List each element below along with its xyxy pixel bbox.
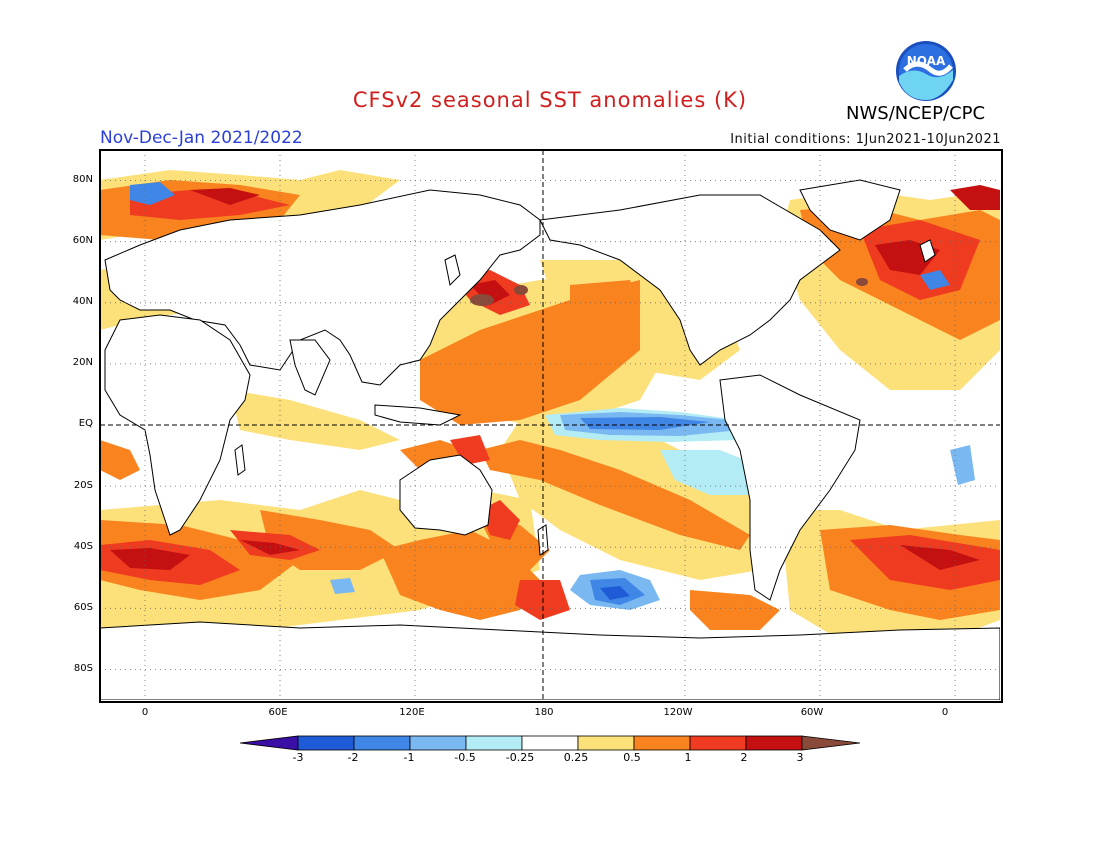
lat-label: 20S	[73, 480, 93, 491]
lon-label: 180	[534, 707, 554, 718]
colorbar	[240, 735, 860, 751]
lat-label: 20N	[72, 357, 93, 368]
land-greenland	[799, 179, 901, 241]
anomaly-region	[900, 545, 980, 570]
initial-conditions-label: Initial conditions: 1Jun2021-10Jun2021	[730, 132, 1001, 147]
anomaly-region	[850, 535, 1000, 590]
colorbar-swatch	[240, 735, 299, 751]
lat-label: 40S	[73, 541, 93, 552]
colorbar-label: 0.25	[563, 751, 589, 764]
land-eurasia	[104, 189, 541, 386]
noaa-logo-icon: NOAA	[896, 41, 956, 101]
anomaly-region	[514, 285, 528, 295]
lat-label: 80S	[73, 663, 93, 674]
colorbar-label: 2	[740, 751, 748, 764]
colorbar-label: 3	[796, 751, 804, 764]
colorbar-swatch	[353, 735, 411, 751]
colorbar-swatch	[465, 735, 523, 751]
land-australia	[399, 454, 493, 536]
anomaly-region	[330, 578, 355, 594]
land-antarctica	[100, 621, 1000, 700]
anomaly-region	[470, 294, 494, 306]
map-title: CFSv2 seasonal SST anomalies (K)	[352, 88, 748, 112]
anomaly-region	[856, 278, 868, 286]
colorbar-swatch	[577, 735, 635, 751]
colorbar-swatch	[801, 735, 860, 751]
anomaly-region	[600, 586, 630, 600]
land-north-america	[539, 194, 841, 366]
anomaly-region	[130, 182, 175, 205]
colorbar-swatch	[297, 735, 355, 751]
anomaly-region	[470, 280, 510, 305]
anomaly-region	[950, 185, 1000, 210]
lon-label: 120E	[399, 707, 425, 718]
lat-label: 40N	[72, 296, 93, 307]
anomaly-region	[570, 280, 640, 340]
lat-label: 60S	[73, 602, 93, 613]
lon-label: 0	[941, 707, 949, 718]
land-africa	[104, 314, 251, 536]
anomaly-region	[450, 435, 490, 465]
sst-anomaly-map	[100, 150, 1000, 700]
colorbar-label: -2	[347, 751, 359, 764]
colorbar-label: -0.5	[454, 751, 476, 764]
colorbar-swatch	[409, 735, 467, 751]
colorbar-label: 0.5	[623, 751, 641, 764]
continents	[100, 179, 1000, 700]
anomaly-region	[110, 548, 190, 570]
organization-label: NWS/NCEP/CPC	[846, 103, 986, 124]
anomaly-region	[100, 440, 140, 480]
lon-label: 0	[141, 707, 149, 718]
colorbar-swatch	[521, 735, 579, 751]
colorbar-swatch	[689, 735, 747, 751]
colorbar-swatch	[633, 735, 691, 751]
anomaly-region	[230, 390, 400, 450]
anomaly-region	[190, 188, 260, 205]
period-label: Nov-Dec-Jan 2021/2022	[100, 128, 303, 148]
reference-lines	[100, 150, 1000, 700]
lon-label: 120W	[663, 707, 693, 718]
land-madagascar	[234, 444, 246, 476]
colorbar-swatch	[745, 735, 803, 751]
anomaly-region	[690, 590, 780, 630]
colorbar-label: 1	[684, 751, 692, 764]
lat-label: EQ	[78, 418, 93, 429]
land-japan	[444, 254, 461, 287]
lat-label: 80N	[72, 174, 93, 185]
colorbar-label: -0.25	[505, 751, 535, 764]
land-south-america	[719, 374, 861, 601]
colorbar-label: -3	[292, 751, 304, 764]
lon-label: 60W	[800, 707, 824, 718]
logo-text: NOAA	[907, 54, 946, 68]
anomaly-region	[580, 417, 710, 430]
lat-label: 60N	[72, 235, 93, 246]
land-india	[289, 339, 331, 396]
anomaly-region	[920, 270, 950, 290]
lon-label: 60E	[268, 707, 288, 718]
anomaly-region	[480, 440, 750, 550]
anomaly-region	[950, 445, 975, 485]
land-uk	[919, 239, 936, 263]
colorbar-label: -1	[403, 751, 415, 764]
